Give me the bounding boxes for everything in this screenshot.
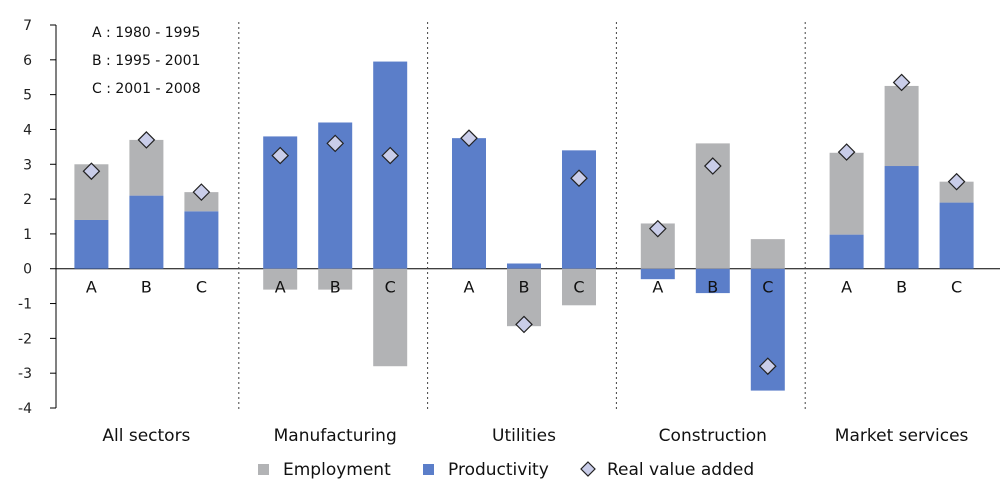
markers	[82, 73, 966, 376]
sector-label: Construction	[659, 426, 767, 446]
y-tick-label: 7	[23, 18, 32, 34]
sector-label: Market services	[835, 426, 969, 446]
period-label: B	[141, 278, 152, 297]
period-label: C	[385, 278, 396, 297]
period-note: A : 1980 - 1995	[92, 25, 200, 41]
employment-bar	[939, 181, 974, 203]
real-value-added-marker	[82, 162, 101, 181]
labels: A B C All sectors A B C Manufacturing A B C Utiliti…	[86, 278, 969, 446]
employment-bar	[263, 268, 298, 290]
productivity-bar	[373, 61, 408, 269]
employment-bar	[562, 268, 596, 306]
productivity-bar	[695, 268, 730, 294]
legend-label: Real value added	[607, 460, 754, 480]
legend-swatch	[580, 461, 596, 477]
real-value-added-marker	[892, 73, 911, 92]
real-value-added-marker	[947, 172, 966, 191]
period-label: A	[86, 278, 97, 297]
productivity-bar	[562, 150, 596, 269]
real-value-added-marker	[271, 146, 290, 165]
period-label: B	[707, 278, 718, 297]
period-note: C : 2001 - 2008	[92, 81, 201, 97]
real-value-added-marker	[837, 143, 856, 161]
productivity-bar	[640, 268, 675, 280]
real-value-added-marker	[570, 169, 588, 188]
real-value-added-marker	[137, 131, 156, 149]
y-tick-label: -4	[18, 401, 32, 417]
period-label: A	[464, 278, 475, 297]
real-value-added-marker	[192, 183, 211, 201]
legend: Employment Productivity Real value added	[258, 460, 754, 480]
employment-bar	[129, 139, 164, 196]
productivity-bar	[884, 166, 919, 269]
employment-bar	[829, 152, 864, 235]
period-label: A	[652, 278, 663, 297]
legend-label: Productivity	[448, 460, 549, 480]
y-tick-label: 5	[23, 88, 32, 104]
real-value-added-marker	[460, 129, 478, 148]
y-tick-label: 2	[23, 192, 32, 208]
period-label: B	[330, 278, 341, 297]
sector-label: Utilities	[492, 426, 556, 446]
y-tick-label: 0	[23, 262, 32, 278]
period-label: B	[519, 278, 530, 297]
productivity-bar	[184, 211, 219, 269]
legend-swatch	[423, 464, 434, 475]
productivity-bar	[129, 195, 164, 269]
productivity-bar	[507, 263, 541, 269]
productivity-bar	[829, 234, 864, 269]
period-label: A	[275, 278, 286, 297]
period-label: B	[896, 278, 907, 297]
real-value-added-marker	[648, 219, 667, 238]
productivity-bar	[452, 138, 486, 269]
y-tick-label: -1	[18, 297, 32, 313]
y-tick-label: 1	[23, 227, 32, 243]
real-value-added-marker	[515, 315, 533, 334]
employment-bar	[184, 192, 219, 212]
productivity-bar	[939, 202, 974, 269]
period-label: A	[841, 278, 852, 297]
y-tick-label: 3	[23, 157, 32, 173]
real-value-added-marker	[758, 357, 777, 376]
period-label: C	[573, 278, 584, 297]
real-value-added-marker	[703, 157, 722, 175]
legend-swatch	[258, 464, 269, 475]
legend-label: Employment	[283, 460, 391, 480]
sector-label: All sectors	[102, 426, 190, 446]
y-tick-label: -3	[18, 366, 32, 382]
bars	[74, 61, 974, 391]
period-note: B : 1995 - 2001	[92, 53, 200, 69]
employment-bar	[373, 268, 408, 367]
period-label: C	[951, 278, 962, 297]
employment-bar	[884, 85, 919, 167]
y-tick-label: 4	[23, 122, 32, 138]
productivity-bar	[74, 219, 109, 269]
employment-bar	[750, 239, 785, 269]
real-value-added-marker	[326, 134, 345, 153]
employment-bar	[318, 268, 353, 290]
period-label: C	[196, 278, 207, 297]
period-notes: A : 1980 - 1995 B : 1995 - 2001 C : 2001 -…	[92, 25, 201, 97]
real-value-added-marker	[381, 146, 400, 165]
period-label: C	[762, 278, 773, 297]
sector-label: Manufacturing	[274, 426, 397, 446]
y-tick-label: 6	[23, 53, 32, 69]
y-tick-label: -2	[18, 331, 32, 347]
